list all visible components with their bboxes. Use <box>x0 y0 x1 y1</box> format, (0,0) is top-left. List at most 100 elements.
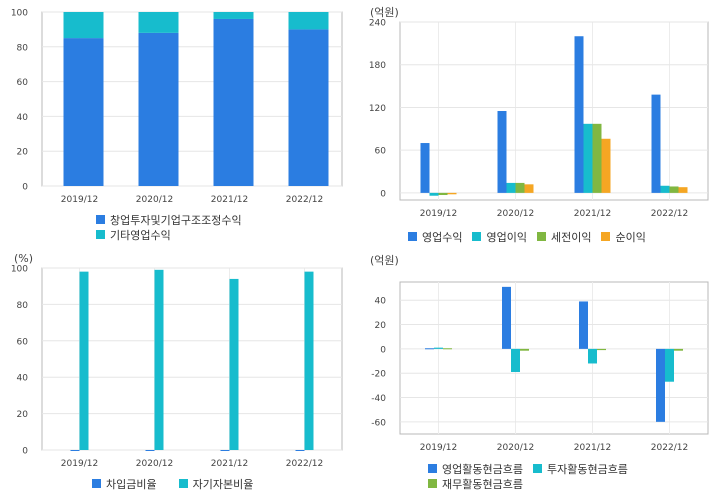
bar[interactable] <box>154 269 164 450</box>
bar[interactable] <box>447 192 457 195</box>
bar[interactable] <box>420 143 430 193</box>
bar[interactable] <box>438 192 448 196</box>
legend-label: 영업이익 <box>486 230 527 244</box>
y-tick-label: 80 <box>17 43 29 53</box>
legend-label: 영업활동현금흐름 <box>442 462 523 476</box>
bar[interactable] <box>506 182 516 193</box>
bar[interactable] <box>669 186 679 193</box>
chart-cashflow-plot: -60 -40 -20 0 20 40 2019/12 2020/12 2021/12 2022/… <box>371 281 709 453</box>
legend-swatch <box>408 232 417 241</box>
bar[interactable] <box>70 450 80 451</box>
x-tick-label: 2020/12 <box>136 459 173 469</box>
y-tick-label: 0 <box>380 189 386 199</box>
x-tick-label: 2020/12 <box>497 443 534 453</box>
bar[interactable] <box>601 138 611 193</box>
legend-label: 재무활동현금흐름 <box>442 477 523 491</box>
legend-item[interactable]: 영업수익 <box>408 229 462 245</box>
bar[interactable] <box>304 271 314 450</box>
legend-swatch <box>96 230 105 239</box>
bar[interactable] <box>443 348 452 350</box>
legend-item[interactable]: 투자활동현금흐름 <box>532 461 628 477</box>
y-tick-label: 20 <box>17 148 29 158</box>
bar[interactable] <box>434 347 443 349</box>
bar[interactable] <box>429 192 439 196</box>
bar[interactable] <box>597 348 606 351</box>
x-tick-label: 2019/12 <box>420 443 457 453</box>
x-tick-label: 2021/12 <box>574 443 611 453</box>
y-tick-label: 120 <box>369 104 386 114</box>
bar[interactable] <box>660 185 670 193</box>
legend-item[interactable]: 창업투자및기업구조조정수익 <box>96 212 242 228</box>
legend-item[interactable]: 자기자본비율 <box>178 476 253 492</box>
y-tick-label: 0 <box>22 447 28 457</box>
bar[interactable] <box>288 12 329 30</box>
bar[interactable] <box>678 187 688 193</box>
chart-cashflow: (억원) -60 -40 -20 0 20 40 2019/12 2020/12 2021/12… <box>360 248 720 496</box>
bar[interactable] <box>651 94 661 193</box>
bar[interactable] <box>579 301 588 349</box>
legend-item[interactable]: 재무활동현금흐름 <box>428 476 523 492</box>
bar[interactable] <box>288 29 329 187</box>
bar[interactable] <box>665 348 674 382</box>
chart-ratios-plot: 0 20 40 60 80 100 2019/12 2020/12 2021/12 2022/12 <box>11 265 343 469</box>
chart-cashflow-unit: (억원) <box>370 254 399 267</box>
bar[interactable] <box>229 278 239 450</box>
y-tick-label: 80 <box>17 301 29 311</box>
bar[interactable] <box>425 348 434 350</box>
chart-revenue-composition: 0 20 40 60 80 100 2019/12 2020/12 2021/12 2022/12… <box>0 0 360 248</box>
x-tick-label: 2021/12 <box>211 459 248 469</box>
bar[interactable] <box>220 450 230 451</box>
x-tick-label: 2020/12 <box>136 195 173 205</box>
bar[interactable] <box>138 32 179 186</box>
bar[interactable] <box>592 123 602 193</box>
bar[interactable] <box>502 286 511 349</box>
bar[interactable] <box>656 348 665 422</box>
bar[interactable] <box>138 12 179 33</box>
x-tick-label: 2019/12 <box>61 195 98 205</box>
bar[interactable] <box>497 111 507 193</box>
legend-item[interactable]: 세전이익 <box>536 229 591 245</box>
legend-swatch <box>536 232 546 241</box>
legend-label: 차입금비율 <box>106 477 157 491</box>
bar[interactable] <box>63 38 104 186</box>
legend-swatch <box>428 464 437 473</box>
bar[interactable] <box>524 184 534 193</box>
legend-swatch <box>92 479 101 488</box>
bar[interactable] <box>574 36 584 193</box>
bar[interactable] <box>213 18 254 187</box>
legend-item[interactable]: 영업활동현금흐름 <box>428 461 523 477</box>
y-tick-label: 60 <box>17 337 29 347</box>
chart-cashflow-legend: 영업활동현금흐름 투자활동현금흐름 재무활동현금흐름 <box>428 461 638 491</box>
y-tick-label: 40 <box>375 297 387 307</box>
bar[interactable] <box>145 450 155 451</box>
bar[interactable] <box>588 348 597 364</box>
bar[interactable] <box>511 348 520 372</box>
x-tick-label: 2021/12 <box>211 195 248 205</box>
bar[interactable] <box>674 348 683 351</box>
bar[interactable] <box>213 12 254 19</box>
bar[interactable] <box>79 271 89 450</box>
y-tick-label: 60 <box>375 147 387 157</box>
bar[interactable] <box>63 12 104 39</box>
legend-label: 순이익 <box>615 230 646 244</box>
legend-item[interactable]: 차입금비율 <box>92 476 157 492</box>
x-tick-label: 2019/12 <box>420 209 457 219</box>
y-tick-label: 40 <box>17 374 29 384</box>
bar[interactable] <box>583 123 593 193</box>
y-tick-label: -60 <box>371 418 386 428</box>
chart-ratios-unit: (%) <box>14 252 34 265</box>
legend-item[interactable]: 기타영업수익 <box>96 227 171 243</box>
bar[interactable] <box>295 450 305 451</box>
legend-label: 창업투자및기업구조조정수익 <box>110 213 242 227</box>
legend-item[interactable]: 영업이익 <box>472 229 527 245</box>
bar[interactable] <box>520 348 529 351</box>
bar[interactable] <box>515 182 525 193</box>
x-tick-label: 2022/12 <box>286 459 323 469</box>
chart-revenue-composition-plot: 0 20 40 60 80 100 2019/12 2020/12 2021/12 2022/12 <box>11 9 343 205</box>
legend-swatch <box>96 215 105 224</box>
chart-ratios: (%) 0 20 40 60 80 100 2019/12 2020/12 2021/12 202… <box>0 248 360 496</box>
legend-item[interactable]: 순이익 <box>601 229 646 245</box>
legend-swatch <box>472 232 482 241</box>
x-tick-label: 2022/12 <box>286 195 323 205</box>
y-tick-label: 100 <box>11 9 28 19</box>
